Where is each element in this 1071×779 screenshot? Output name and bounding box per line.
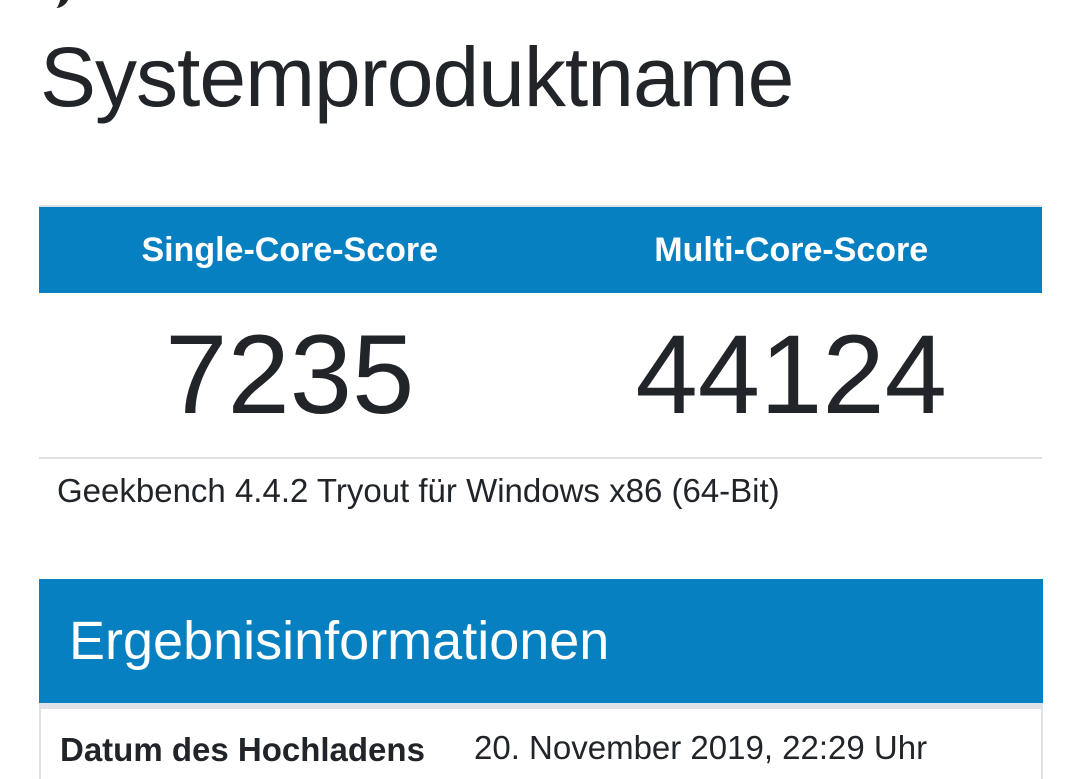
score-table: Single-Core-Score Multi-Core-Score 7235 … — [39, 205, 1042, 459]
info-value: 20. November 2019, 22:29 Uhr — [474, 729, 928, 766]
clipped-text-fragment — [44, 0, 70, 8]
single-core-label: Single-Core-Score — [141, 231, 439, 269]
page-title: Systemproduktname — [40, 30, 794, 124]
score-values: 7235 44124 — [39, 293, 1042, 459]
benchmark-version: Geekbench 4.4.2 Tryout für Windows x86 (… — [57, 472, 780, 509]
multi-core-label: Multi-Core-Score — [654, 231, 929, 269]
info-key: Datum des Hochladens — [60, 731, 425, 768]
section-title: Ergebnisinformationen — [69, 611, 610, 671]
single-core-value: 7235 — [165, 312, 415, 437]
info-row: Datum des Hochladens 20. November 2019, … — [39, 709, 1043, 779]
section-header: Ergebnisinformationen — [39, 579, 1043, 709]
multi-core-value: 44124 — [635, 312, 947, 437]
score-header: Single-Core-Score Multi-Core-Score — [39, 205, 1042, 293]
